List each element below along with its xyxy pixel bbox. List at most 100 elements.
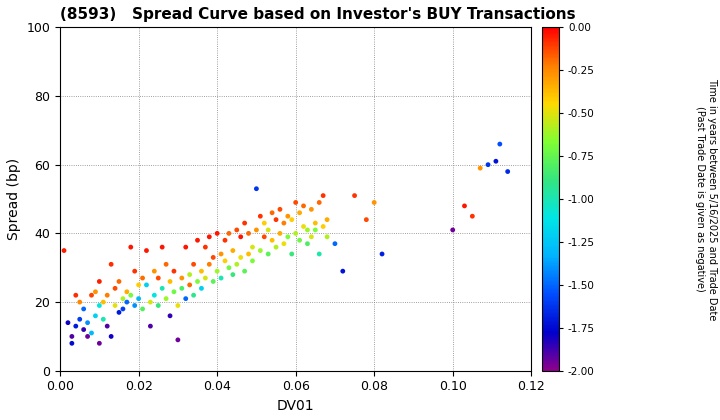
Point — [212, 230, 223, 237]
Point — [97, 316, 109, 323]
Point — [490, 158, 502, 165]
Point — [145, 299, 156, 305]
Point — [113, 278, 125, 285]
Point — [156, 244, 168, 250]
Point — [247, 244, 258, 250]
Point — [62, 319, 73, 326]
Point — [86, 330, 97, 336]
Point — [318, 223, 329, 230]
Point — [156, 285, 168, 292]
Point — [172, 336, 184, 343]
Point — [482, 161, 494, 168]
Point — [161, 261, 172, 268]
Point — [282, 213, 294, 220]
Point — [196, 285, 207, 292]
Point — [467, 213, 478, 220]
Point — [105, 333, 117, 340]
Point — [153, 275, 164, 281]
Point — [90, 312, 102, 319]
Point — [219, 237, 230, 244]
Point — [164, 278, 176, 285]
Point — [192, 237, 203, 244]
Point — [161, 295, 172, 302]
Point — [215, 275, 227, 281]
Point — [102, 323, 113, 329]
Point — [266, 237, 278, 244]
Point — [180, 244, 192, 250]
Point — [294, 210, 305, 216]
Point — [298, 202, 310, 209]
Point — [140, 281, 152, 288]
Point — [337, 268, 348, 275]
Point — [474, 165, 486, 171]
Point — [137, 306, 148, 312]
Point — [310, 220, 321, 226]
Point — [286, 251, 297, 257]
Point — [86, 292, 97, 299]
Point — [145, 323, 156, 329]
Point — [239, 268, 251, 275]
Point — [58, 247, 70, 254]
Point — [262, 226, 274, 233]
Point — [121, 299, 132, 305]
Point — [235, 254, 246, 261]
Point — [204, 261, 215, 268]
Point — [117, 306, 129, 312]
Point — [255, 247, 266, 254]
Point — [133, 295, 145, 302]
Point — [369, 199, 380, 206]
Point — [266, 210, 278, 216]
Point — [168, 289, 180, 295]
Point — [278, 240, 289, 247]
Point — [270, 244, 282, 250]
Point — [153, 302, 164, 309]
Point — [184, 271, 195, 278]
Point — [168, 268, 180, 275]
Point — [313, 251, 325, 257]
Point — [129, 302, 140, 309]
Point — [109, 302, 121, 309]
Point — [278, 220, 289, 226]
Point — [262, 251, 274, 257]
Point — [137, 275, 148, 281]
Point — [207, 278, 219, 285]
Point — [70, 292, 81, 299]
Point — [219, 257, 230, 264]
Point — [294, 237, 305, 244]
Point — [231, 261, 243, 268]
Point — [78, 306, 89, 312]
Point — [66, 340, 78, 346]
Point — [290, 230, 302, 237]
Point — [494, 141, 505, 147]
Point — [235, 234, 246, 240]
Point — [305, 234, 317, 240]
Point — [255, 213, 266, 220]
Point — [109, 285, 121, 292]
Point — [164, 312, 176, 319]
Point — [310, 226, 321, 233]
Point — [459, 202, 470, 209]
Point — [239, 220, 251, 226]
Point — [361, 216, 372, 223]
Point — [258, 234, 270, 240]
Point — [502, 168, 513, 175]
Point — [188, 292, 199, 299]
Point — [196, 268, 207, 275]
Point — [105, 261, 117, 268]
Point — [82, 333, 94, 340]
Point — [94, 340, 105, 346]
Point — [313, 199, 325, 206]
Point — [66, 333, 78, 340]
Point — [97, 299, 109, 305]
Point — [74, 299, 86, 305]
Point — [227, 247, 238, 254]
Point — [129, 268, 140, 275]
Point — [199, 275, 211, 281]
Point — [223, 230, 235, 237]
Point — [298, 223, 310, 230]
Point — [204, 234, 215, 240]
Point — [184, 281, 195, 288]
Point — [121, 289, 132, 295]
Point — [243, 251, 254, 257]
Point — [282, 234, 294, 240]
